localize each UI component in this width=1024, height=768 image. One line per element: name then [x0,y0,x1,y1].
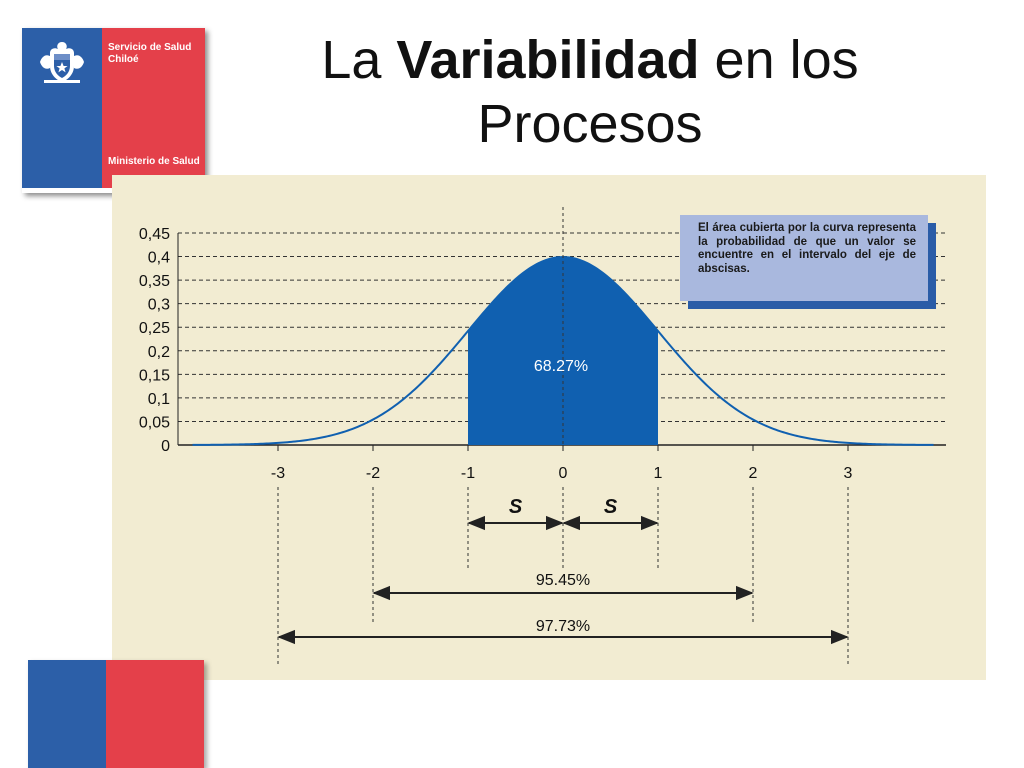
interval-label: S [509,496,523,518]
interval-label: S [604,496,618,518]
interval-label: 95.45% [536,572,590,589]
x-tick-label: 1 [654,465,663,482]
logo-red-band [102,28,205,188]
x-tick-label: -3 [271,465,285,482]
ministry-logo: Servicio de Salud Chiloé Ministerio de S… [22,28,205,193]
title-line2: Procesos [477,94,703,154]
ministry-name: Ministerio de Salud [108,156,200,167]
y-tick-label: 0,1 [148,391,170,408]
y-tick-label: 0,25 [139,320,170,337]
footer-red-band [106,660,204,768]
y-tick-label: 0,4 [148,250,170,267]
footer-blue-band [28,660,106,768]
note-box: El área cubierta por la curva representa… [680,215,928,301]
title-bold: Variabilidad [396,30,700,90]
logo-blue-band [22,28,102,188]
x-tick-label: -1 [461,465,475,482]
y-tick-label: 0,45 [139,226,170,243]
y-tick-label: 0,05 [139,414,170,431]
title-part2: en los [699,30,859,90]
footer-decoration [28,660,204,768]
x-tick-label: 0 [559,465,568,482]
y-tick-label: 0,2 [148,344,170,361]
y-tick-label: 0,15 [139,367,170,384]
org-name: Servicio de Salud Chiloé [108,42,192,65]
shaded-area-label: 68.27% [534,358,588,375]
y-tick-label: 0,35 [139,273,170,290]
x-tick-label: 3 [844,465,853,482]
y-tick-label: 0,3 [148,297,170,314]
note-text: El área cubierta por la curva representa… [698,222,916,275]
coat-of-arms-icon [40,42,84,83]
interval-label: 97.73% [536,618,590,635]
page-title: La Variabilidad en los Procesos [230,28,950,156]
y-tick-label: 0 [161,438,170,455]
title-part1: La [321,30,397,90]
x-tick-label: -2 [366,465,380,482]
x-tick-label: 2 [749,465,758,482]
